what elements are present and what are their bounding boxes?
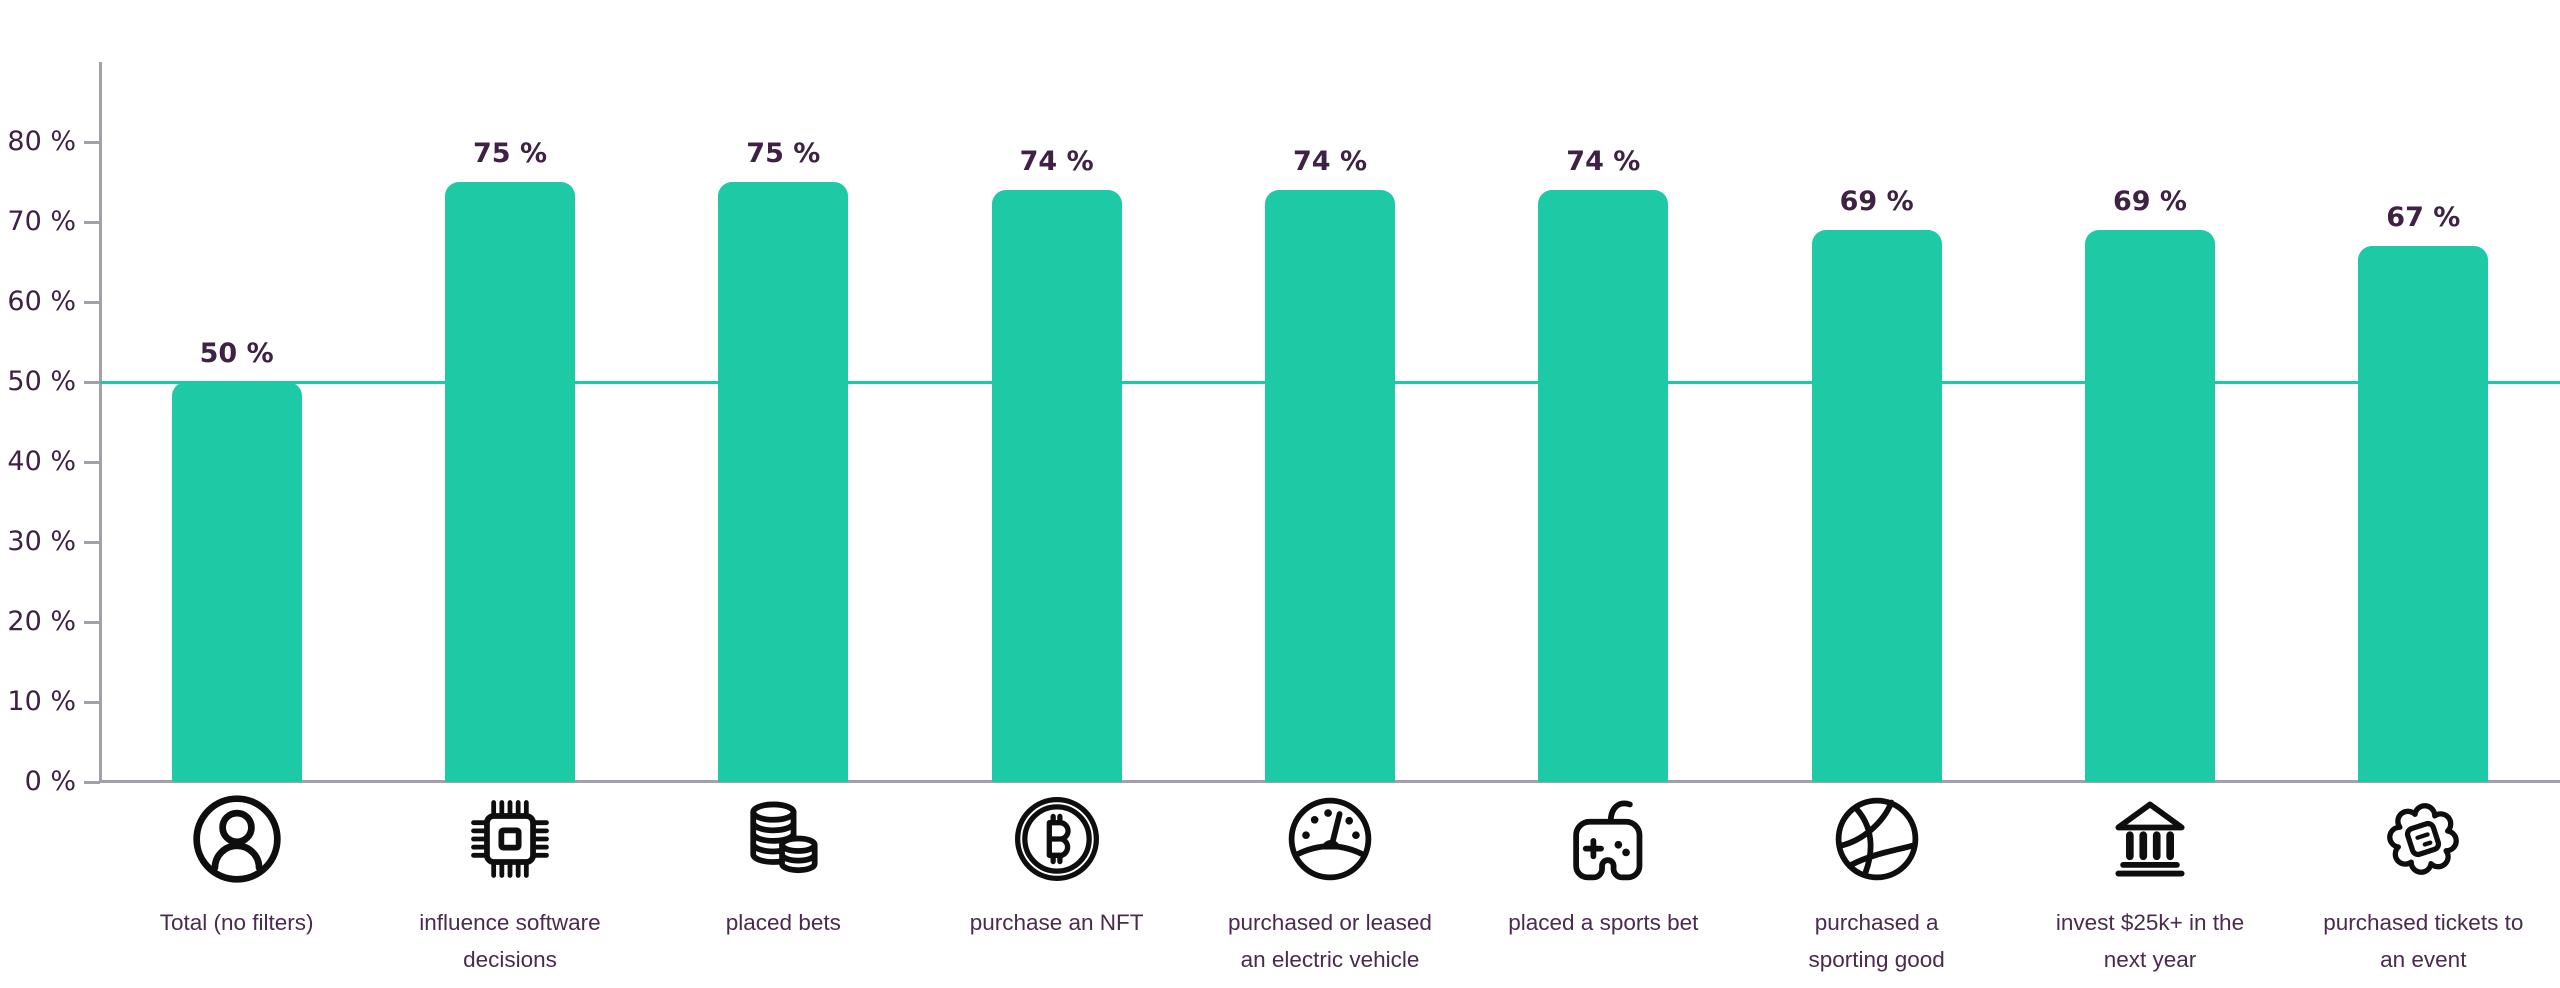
category-label: purchased or leased an electric vehicle bbox=[1228, 910, 1432, 972]
category-label: placed a sports bet bbox=[1508, 910, 1699, 935]
bar bbox=[991, 190, 1122, 782]
bar-value-label: 75 % bbox=[746, 138, 821, 169]
bank-icon bbox=[2102, 791, 2198, 887]
tick-mark bbox=[84, 620, 100, 624]
bar bbox=[1811, 230, 1942, 782]
bar bbox=[2358, 246, 2489, 782]
bar-value-label: 69 % bbox=[1839, 186, 1914, 217]
gauge-icon bbox=[1282, 791, 1378, 887]
tick-label: 30 % bbox=[7, 526, 76, 557]
tick-mark bbox=[84, 300, 100, 304]
bar-value-label: 75 % bbox=[472, 138, 547, 169]
tick-mark bbox=[84, 220, 100, 224]
tick-mark bbox=[84, 780, 100, 784]
tick-label: 40 % bbox=[7, 446, 76, 477]
category-label: purchased tickets to an event bbox=[2323, 910, 2524, 972]
chip-icon bbox=[462, 791, 558, 887]
bar bbox=[444, 182, 575, 782]
ticket-icon bbox=[2375, 791, 2471, 887]
bar bbox=[1538, 190, 1669, 782]
basketball-icon bbox=[1829, 791, 1925, 887]
bar bbox=[171, 382, 302, 782]
category-label: purchased a sporting good bbox=[1808, 910, 1945, 972]
tick-label: 80 % bbox=[7, 126, 76, 157]
bar-value-label: 74 % bbox=[1566, 146, 1641, 177]
tick-mark bbox=[84, 540, 100, 544]
bar bbox=[2084, 230, 2215, 782]
y-axis-line bbox=[99, 62, 102, 783]
tick-label: 50 % bbox=[7, 366, 76, 397]
category-label: influence software decisions bbox=[419, 910, 601, 972]
bitcoin-icon bbox=[1009, 791, 1105, 887]
user-icon bbox=[189, 791, 285, 887]
category-label: purchase an NFT bbox=[969, 910, 1144, 935]
bar-value-label: 74 % bbox=[1019, 146, 1094, 177]
category-label: placed bets bbox=[725, 910, 841, 935]
category-label: invest $25k+ in the next year bbox=[2055, 910, 2245, 972]
bar-value-label: 74 % bbox=[1292, 146, 1367, 177]
coins-icon bbox=[735, 791, 831, 887]
gamepad-icon bbox=[1555, 791, 1651, 887]
tick-mark bbox=[84, 460, 100, 464]
tick-mark bbox=[84, 700, 100, 704]
tick-label: 10 % bbox=[7, 686, 76, 717]
tick-mark bbox=[84, 140, 100, 144]
bar-value-label: 50 % bbox=[199, 338, 274, 369]
tick-label: 0 % bbox=[24, 766, 76, 797]
bar bbox=[718, 182, 849, 782]
bar bbox=[1264, 190, 1395, 782]
tick-label: 70 % bbox=[7, 206, 76, 237]
bar-value-label: 69 % bbox=[2112, 186, 2187, 217]
tick-label: 20 % bbox=[7, 606, 76, 637]
tick-mark bbox=[84, 380, 100, 384]
bar-value-label: 67 % bbox=[2386, 202, 2461, 233]
tick-label: 60 % bbox=[7, 286, 76, 317]
category-label: Total (no filters) bbox=[159, 910, 314, 935]
